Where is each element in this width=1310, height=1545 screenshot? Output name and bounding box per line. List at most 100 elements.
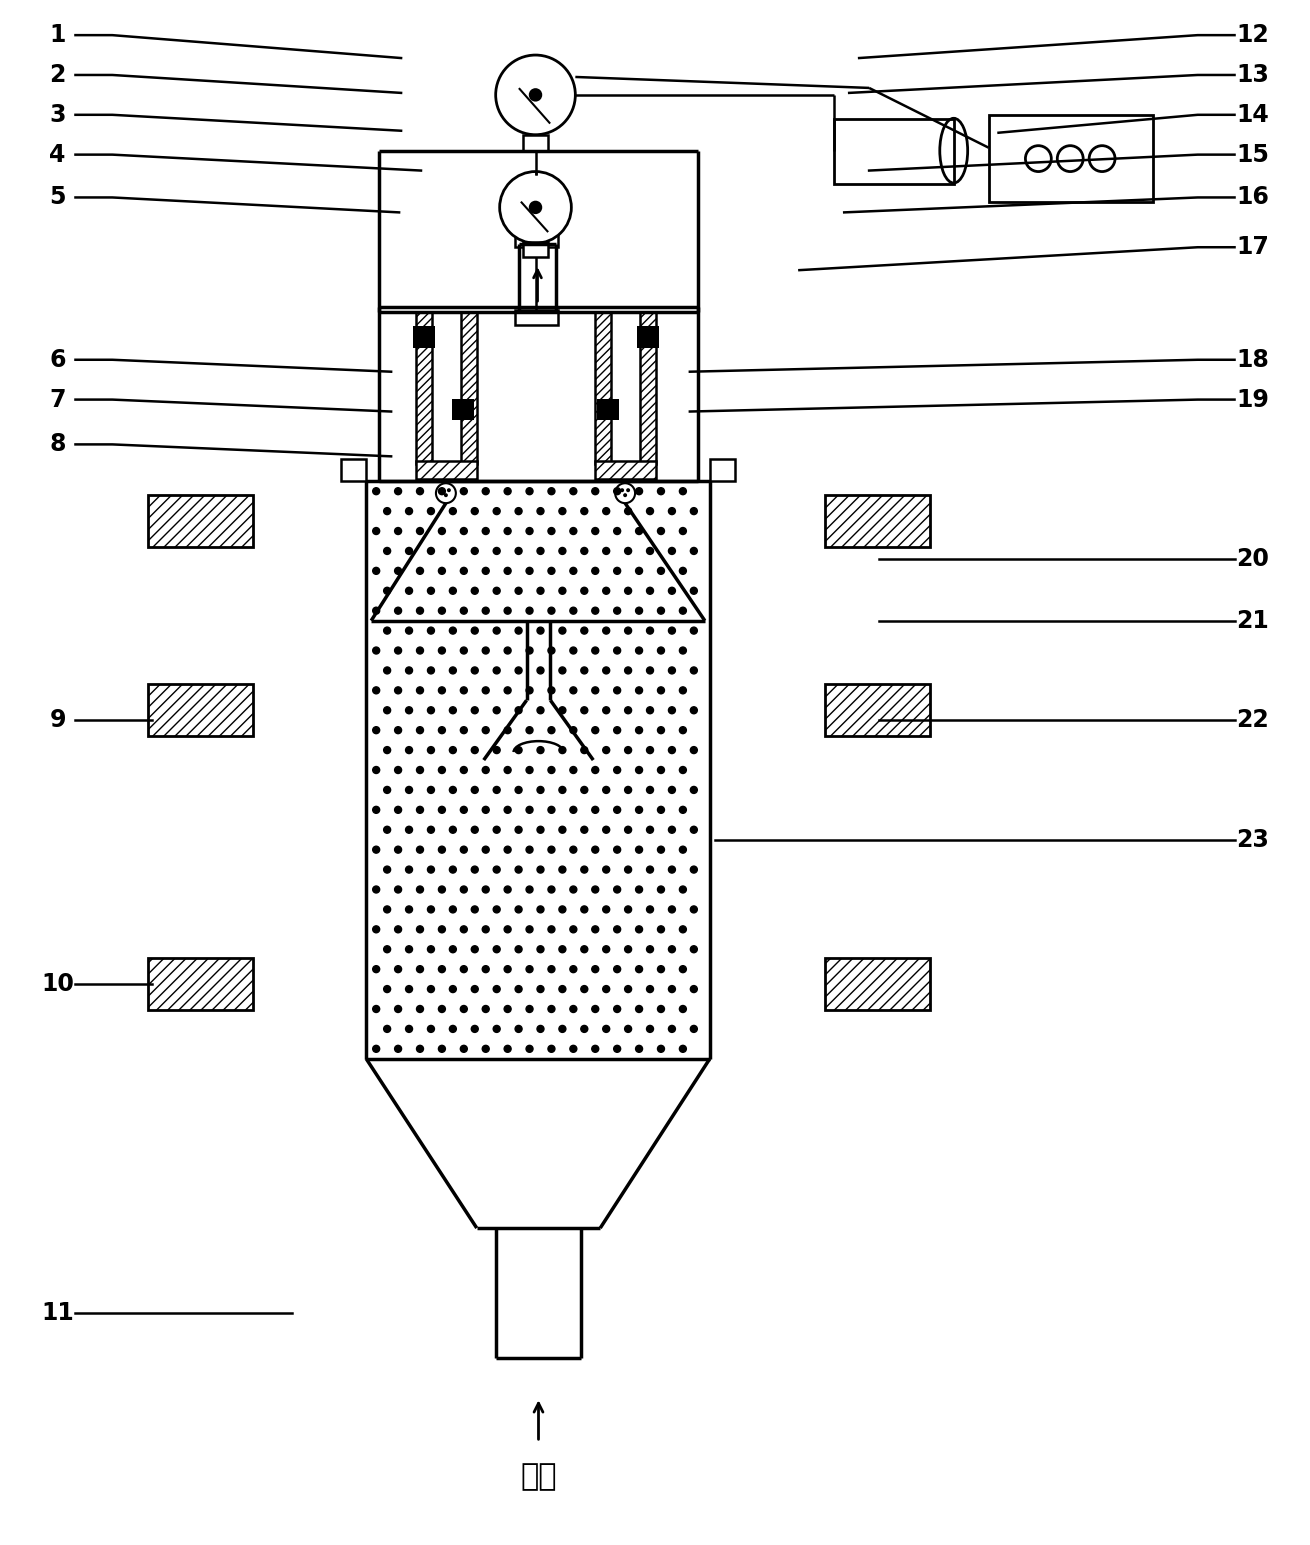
Circle shape [680,647,686,654]
Circle shape [635,806,642,813]
Circle shape [439,527,445,535]
Circle shape [427,827,435,833]
Circle shape [680,1046,686,1052]
Circle shape [580,867,588,873]
Circle shape [504,488,511,494]
Text: 19: 19 [1237,388,1269,411]
Circle shape [635,766,642,774]
Circle shape [548,726,555,734]
Text: 14: 14 [1237,104,1269,127]
Circle shape [537,587,544,595]
Circle shape [460,966,468,973]
Circle shape [460,847,468,853]
Circle shape [439,488,445,494]
Circle shape [570,925,576,933]
Circle shape [373,567,380,575]
Circle shape [548,527,555,535]
Circle shape [559,508,566,514]
Circle shape [493,786,500,794]
Circle shape [439,766,445,774]
Circle shape [647,867,654,873]
Circle shape [592,925,599,933]
Text: 17: 17 [1237,235,1269,260]
Text: 18: 18 [1237,348,1269,372]
Circle shape [580,746,588,754]
Circle shape [690,667,697,674]
Circle shape [668,1026,676,1032]
Circle shape [559,706,566,714]
Circle shape [658,527,664,535]
Circle shape [394,527,402,535]
Circle shape [406,786,413,794]
Circle shape [603,786,609,794]
Circle shape [559,667,566,674]
Circle shape [527,1046,533,1052]
Circle shape [658,1006,664,1012]
Circle shape [625,946,631,953]
Circle shape [427,508,435,514]
Circle shape [680,847,686,853]
Circle shape [580,986,588,992]
Circle shape [559,627,566,633]
Circle shape [439,806,445,813]
Circle shape [472,946,478,953]
Circle shape [613,688,621,694]
Circle shape [580,627,588,633]
Bar [825,496,930,547]
Circle shape [527,527,533,535]
Circle shape [548,1006,555,1012]
Bar [452,399,474,420]
Circle shape [373,1046,380,1052]
Circle shape [515,867,523,873]
Circle shape [373,925,380,933]
Circle shape [417,847,423,853]
Circle shape [493,1026,500,1032]
Circle shape [548,766,555,774]
Circle shape [680,726,686,734]
Circle shape [373,726,380,734]
Circle shape [472,1026,478,1032]
Circle shape [373,527,380,535]
Circle shape [515,1026,523,1032]
Circle shape [613,647,621,654]
Circle shape [690,746,697,754]
Circle shape [460,726,468,734]
Circle shape [635,726,642,734]
Text: 22: 22 [1237,708,1269,732]
Circle shape [548,847,555,853]
Circle shape [394,726,402,734]
Circle shape [570,527,576,535]
Circle shape [635,847,642,853]
Circle shape [548,1046,555,1052]
Circle shape [394,1046,402,1052]
Circle shape [680,766,686,774]
Circle shape [527,847,533,853]
Circle shape [635,488,642,494]
Circle shape [449,946,456,953]
Circle shape [537,867,544,873]
Circle shape [384,547,390,555]
Circle shape [658,688,664,694]
Circle shape [482,966,489,973]
Circle shape [427,946,435,953]
Circle shape [570,607,576,615]
Circle shape [668,667,676,674]
Circle shape [559,905,566,913]
Circle shape [504,688,511,694]
Circle shape [384,827,390,833]
Circle shape [603,706,609,714]
Circle shape [658,885,664,893]
Circle shape [658,766,664,774]
Circle shape [373,607,380,615]
Circle shape [384,587,390,595]
Circle shape [515,905,523,913]
Circle shape [472,827,478,833]
Circle shape [690,1026,697,1032]
Circle shape [658,647,664,654]
Circle shape [603,867,609,873]
Circle shape [504,527,511,535]
Circle shape [504,726,511,734]
Circle shape [537,627,544,633]
Circle shape [690,827,697,833]
Circle shape [570,688,576,694]
